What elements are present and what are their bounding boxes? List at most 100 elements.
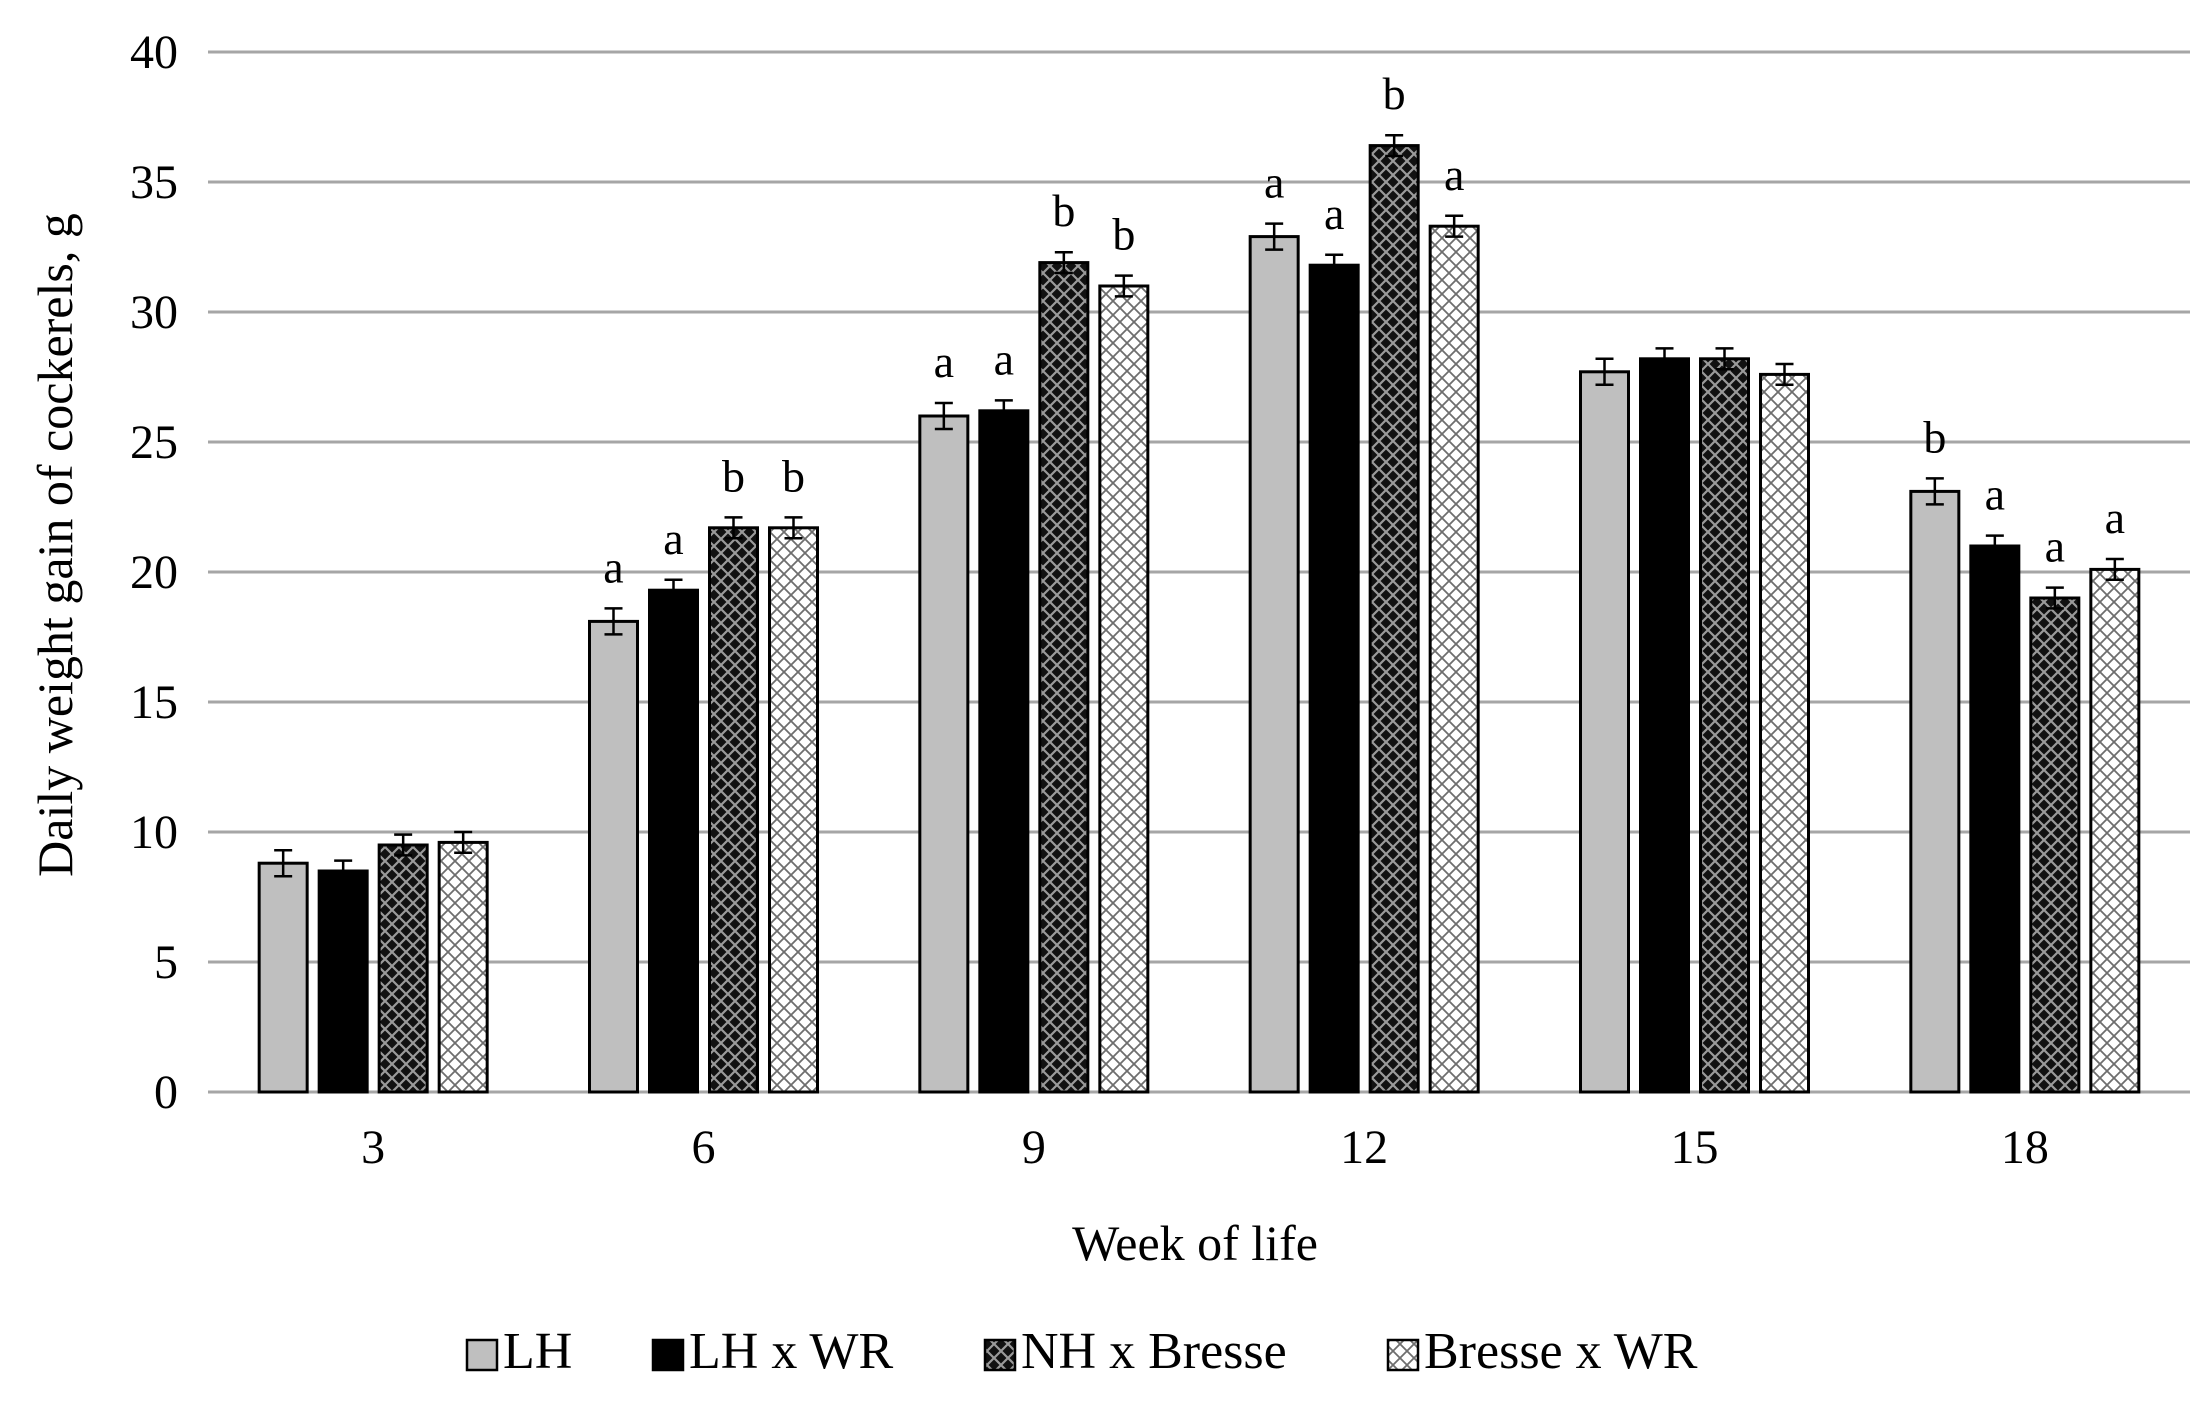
bar-lh-x-wr-week-12	[1308, 263, 1360, 1094]
significance-label: a	[2105, 492, 2125, 543]
bar-nh-x-bresse-week-15	[1699, 357, 1750, 1094]
bar-bresse-x-wr-week-18	[2089, 567, 2141, 1094]
significance-label: a	[2045, 521, 2065, 572]
bar-lh-x-wr-week-9	[978, 409, 1030, 1094]
error-bar	[2105, 557, 2124, 582]
legend-item-lh-x-wr: LH x WR	[651, 1323, 893, 1380]
significance-label: a	[934, 336, 954, 387]
error-bar	[1265, 222, 1284, 251]
y-tick-label: 5	[154, 936, 178, 989]
error-bar	[2045, 586, 2064, 610]
x-tick-label: 9	[1022, 1121, 1046, 1174]
y-axis-title: Daily weight gain of cockerels, g	[27, 213, 83, 877]
y-tick-label: 15	[130, 676, 178, 729]
y-tick-label: 20	[130, 546, 178, 599]
significance-label: b	[1052, 185, 1075, 236]
bar-bresse-x-wr-week-6	[768, 526, 819, 1094]
bar-bresse-x-wr-week-12	[1428, 224, 1480, 1094]
error-bar	[1715, 347, 1734, 371]
bar-lh-week-15	[1579, 370, 1630, 1094]
legend-item-nh-x-bresse: NH x Bresse	[983, 1323, 1287, 1380]
x-tick-label: 18	[2001, 1121, 2049, 1174]
bar-lh-week-12	[1248, 235, 1300, 1094]
significance-label: b	[1383, 68, 1406, 119]
x-tick-label: 3	[361, 1121, 385, 1174]
error-bar	[1325, 253, 1344, 277]
bar-bresse-x-wr-week-15	[1759, 372, 1810, 1094]
error-bar	[274, 848, 293, 878]
significance-label: a	[1985, 469, 2005, 520]
legend-item-bresse-x-wr: Bresse x WR	[1386, 1323, 1698, 1380]
bar-bresse-x-wr-week-3	[437, 840, 489, 1094]
bar-lh-week-6	[588, 619, 639, 1094]
bar-lh-week-3	[257, 861, 309, 1094]
error-bar	[1655, 347, 1674, 371]
error-bar	[994, 399, 1013, 423]
bar-nh-x-bresse-week-3	[377, 843, 429, 1094]
x-tick-label: 15	[1671, 1121, 1719, 1174]
error-bar	[1985, 534, 2004, 558]
legend: LH LH x WR NH x Bresse Bresse x WR	[465, 1323, 1698, 1380]
y-tick-label: 10	[130, 806, 178, 859]
error-bar	[664, 578, 683, 602]
y-tick-label: 25	[130, 416, 178, 469]
bar-lh-week-9	[918, 414, 970, 1094]
error-bar	[394, 833, 413, 857]
legend-label: LH x WR	[689, 1323, 893, 1380]
error-bar	[784, 516, 803, 540]
legend-label: LH	[503, 1323, 572, 1380]
y-tick-label: 35	[130, 156, 178, 209]
significance-label: a	[1324, 188, 1344, 239]
gridlines	[208, 50, 2190, 1094]
significance-label: b	[722, 450, 745, 501]
x-axis-ticks: 3 6 9 12 15 18	[361, 1121, 2049, 1174]
x-tick-label: 12	[1340, 1121, 1388, 1174]
error-bar	[604, 607, 623, 636]
bar-bresse-x-wr-week-9	[1098, 284, 1150, 1094]
bar-lh-week-18	[1909, 489, 1961, 1094]
significance-label: a	[663, 513, 683, 564]
y-tick-label: 0	[154, 1066, 178, 1119]
y-axis-ticks: 0 5 10 15 20 25 30 35 40	[130, 26, 178, 1119]
bar-nh-x-bresse-week-6	[708, 526, 759, 1094]
significance-label: a	[603, 541, 623, 592]
error-bar	[454, 830, 473, 855]
legend-swatch	[983, 1338, 1017, 1372]
bar-lh-x-wr-week-18	[1969, 544, 2021, 1094]
error-bar	[1385, 133, 1404, 158]
legend-label: Bresse x WR	[1424, 1323, 1698, 1380]
significance-label: b	[782, 450, 805, 501]
bar-nh-x-bresse-week-12	[1368, 144, 1420, 1094]
error-bar	[724, 516, 743, 540]
error-bar	[1114, 274, 1133, 298]
error-bar	[934, 401, 953, 431]
legend-swatch	[1386, 1338, 1420, 1372]
error-bar	[334, 859, 353, 883]
y-tick-label: 30	[130, 286, 178, 339]
significance-label: b	[1923, 411, 1946, 462]
bar-lh-x-wr-week-15	[1639, 357, 1690, 1094]
significance-label: b	[1112, 209, 1135, 260]
bar-nh-x-bresse-week-9	[1038, 261, 1090, 1094]
significance-label: a	[994, 333, 1014, 384]
legend-swatch	[651, 1338, 685, 1372]
x-tick-label: 6	[692, 1121, 716, 1174]
error-bar	[1054, 250, 1073, 275]
significance-label: a	[1444, 149, 1464, 200]
legend-swatch	[465, 1338, 499, 1372]
error-bar	[1775, 362, 1794, 387]
legend-item-lh: LH	[465, 1323, 572, 1380]
bar-lh-x-wr-week-6	[648, 588, 699, 1094]
x-axis-title: Week of life	[1072, 1215, 1318, 1271]
error-bar	[1925, 477, 1944, 506]
y-tick-label: 40	[130, 26, 178, 79]
legend-label: NH x Bresse	[1021, 1323, 1287, 1380]
bar-lh-x-wr-week-3	[317, 869, 369, 1094]
error-bar	[1445, 214, 1464, 238]
bar-nh-x-bresse-week-18	[2029, 596, 2081, 1094]
significance-label: a	[1264, 157, 1284, 208]
error-bar	[1595, 357, 1614, 387]
